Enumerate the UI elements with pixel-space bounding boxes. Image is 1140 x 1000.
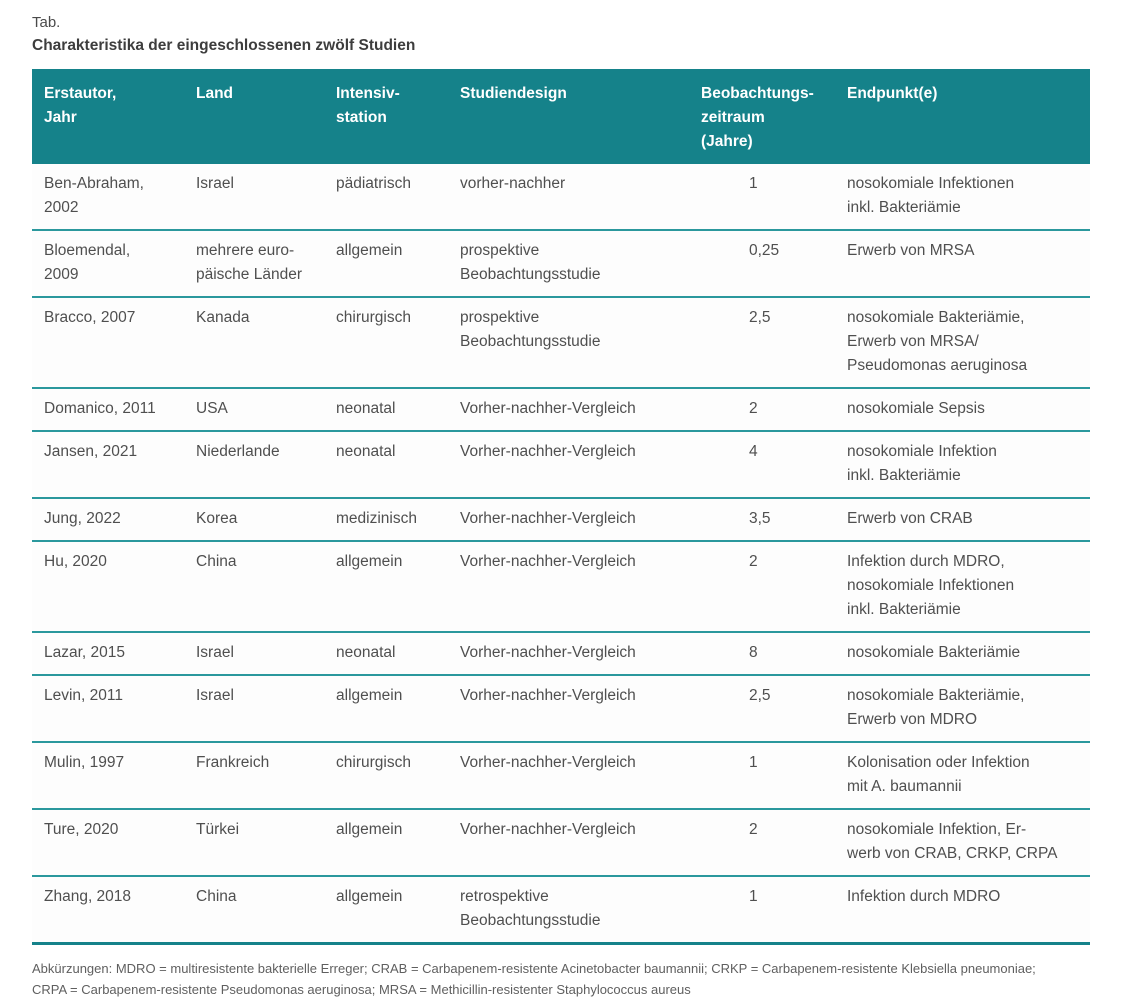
cell-studiendesign: prospektive Beobachtungsstudie: [460, 309, 601, 350]
cell-intensivstation: allgemein: [336, 821, 403, 838]
cell-endpunkte: nosokomiale Infektion inkl. Bakteriämie: [847, 443, 997, 484]
cell-beobachtungszeitraum: 2: [749, 400, 758, 417]
cell-intensivstation: allgemein: [336, 687, 403, 704]
cell-land: Kanada: [196, 309, 250, 326]
table-row: Domanico, 2011 USA neonatal Vorher-nachh…: [32, 389, 1090, 432]
table-row: Bracco, 2007 Kanada chirurgisch prospekt…: [32, 298, 1090, 389]
cell-intensivstation: medizinisch: [336, 510, 417, 527]
cell-land: China: [196, 553, 237, 570]
table-header-row: Erstautor, Jahr Land Intensiv- station S…: [32, 69, 1090, 164]
column-header-endpunkte: Endpunkt(e): [847, 85, 938, 102]
column-header-land: Land: [196, 85, 234, 102]
cell-intensivstation: neonatal: [336, 443, 396, 460]
cell-erstautor-jahr: Lazar, 2015: [44, 644, 126, 661]
cell-beobachtungszeitraum: 4: [749, 443, 758, 460]
cell-intensivstation: pädiatrisch: [336, 175, 411, 192]
cell-beobachtungszeitraum: 8: [749, 644, 758, 661]
table-row: Ben-Abraham, 2002 Israel pädiatrisch vor…: [32, 164, 1090, 231]
cell-endpunkte: Erwerb von MRSA: [847, 242, 975, 259]
cell-land: Frankreich: [196, 754, 270, 771]
cell-beobachtungszeitraum: 1: [749, 175, 758, 192]
cell-erstautor-jahr: Jansen, 2021: [44, 443, 138, 460]
studies-table: Erstautor, Jahr Land Intensiv- station S…: [32, 69, 1090, 945]
table-body: Ben-Abraham, 2002 Israel pädiatrisch vor…: [32, 164, 1090, 945]
cell-endpunkte: nosokomiale Infektionen inkl. Bakteriämi…: [847, 175, 1015, 216]
column-header-beobachtungszeitraum: Beobachtungs- zeitraum (Jahre): [701, 85, 814, 150]
cell-land: Israel: [196, 644, 234, 661]
cell-studiendesign: retrospektive Beobachtungsstudie: [460, 888, 601, 929]
cell-studiendesign: prospektive Beobachtungsstudie: [460, 242, 601, 283]
cell-endpunkte: Infektion durch MDRO: [847, 888, 1001, 905]
cell-intensivstation: chirurgisch: [336, 754, 411, 771]
cell-intensivstation: allgemein: [336, 888, 403, 905]
cell-erstautor-jahr: Bloemendal, 2009: [44, 242, 131, 283]
cell-erstautor-jahr: Domanico, 2011: [44, 400, 156, 417]
cell-endpunkte: Infektion durch MDRO, nosokomiale Infekt…: [847, 553, 1015, 618]
abbreviations-footnote: Abkürzungen: MDRO = multiresistente bakt…: [32, 961, 1036, 997]
cell-beobachtungszeitraum: 2,5: [749, 309, 771, 326]
cell-studiendesign: Vorher-nachher-Vergleich: [460, 443, 636, 460]
table-number-label: Tab.: [32, 14, 61, 31]
document-page: Tab. Charakteristika der eingeschlossene…: [32, 14, 1090, 997]
cell-erstautor-jahr: Levin, 2011: [44, 687, 123, 704]
table-figure: Tab. Charakteristika der eingeschlossene…: [32, 12, 1090, 1000]
cell-erstautor-jahr: Ben-Abraham, 2002: [44, 175, 144, 216]
cell-intensivstation: allgemein: [336, 553, 403, 570]
cell-beobachtungszeitraum: 0,25: [749, 242, 780, 259]
cell-land: Israel: [196, 687, 234, 704]
table-row: Lazar, 2015 Israel neonatal Vorher-nachh…: [32, 633, 1090, 676]
cell-intensivstation: allgemein: [336, 242, 403, 259]
cell-beobachtungszeitraum: 2: [749, 821, 758, 838]
table-row: Zhang, 2018 China allgemein retrospektiv…: [32, 877, 1090, 945]
table-row: Hu, 2020 China allgemein Vorher-nachher-…: [32, 542, 1090, 633]
cell-intensivstation: neonatal: [336, 400, 396, 417]
cell-erstautor-jahr: Ture, 2020: [44, 821, 119, 838]
column-header-studiendesign: Studiendesign: [460, 85, 567, 102]
cell-beobachtungszeitraum: 2: [749, 553, 758, 570]
table-row: Mulin, 1997 Frankreich chirurgisch Vorhe…: [32, 743, 1090, 810]
cell-land: Korea: [196, 510, 238, 527]
cell-erstautor-jahr: Zhang, 2018: [44, 888, 132, 905]
cell-intensivstation: neonatal: [336, 644, 396, 661]
cell-studiendesign: Vorher-nachher-Vergleich: [460, 510, 636, 527]
cell-land: mehrere euro- päische Länder: [196, 242, 302, 283]
table-row: Bloemendal, 2009 mehrere euro- päische L…: [32, 231, 1090, 298]
cell-endpunkte: nosokomiale Bakteriämie, Erwerb von MRSA…: [847, 309, 1028, 374]
cell-studiendesign: Vorher-nachher-Vergleich: [460, 754, 636, 771]
cell-erstautor-jahr: Mulin, 1997: [44, 754, 125, 771]
cell-studiendesign: Vorher-nachher-Vergleich: [460, 553, 636, 570]
cell-land: Türkei: [196, 821, 240, 838]
cell-studiendesign: Vorher-nachher-Vergleich: [460, 687, 636, 704]
cell-studiendesign: vorher-nachher: [460, 175, 566, 192]
cell-land: Israel: [196, 175, 234, 192]
cell-intensivstation: chirurgisch: [336, 309, 411, 326]
table-row: Jung, 2022 Korea medizinisch Vorher-nach…: [32, 499, 1090, 542]
cell-studiendesign: Vorher-nachher-Vergleich: [460, 821, 636, 838]
cell-endpunkte: Erwerb von CRAB: [847, 510, 973, 527]
cell-land: China: [196, 888, 237, 905]
cell-land: Niederlande: [196, 443, 280, 460]
table-row: Jansen, 2021 Niederlande neonatal Vorher…: [32, 432, 1090, 499]
cell-erstautor-jahr: Hu, 2020: [44, 553, 107, 570]
cell-erstautor-jahr: Bracco, 2007: [44, 309, 136, 326]
cell-beobachtungszeitraum: 1: [749, 888, 758, 905]
cell-endpunkte: nosokomiale Sepsis: [847, 400, 985, 417]
cell-endpunkte: Kolonisation oder Infektion mit A. bauma…: [847, 754, 1030, 795]
cell-studiendesign: Vorher-nachher-Vergleich: [460, 644, 636, 661]
cell-beobachtungszeitraum: 3,5: [749, 510, 771, 527]
cell-endpunkte: nosokomiale Bakteriämie, Erwerb von MDRO: [847, 687, 1025, 728]
table-title: Charakteristika der eingeschlossenen zwö…: [32, 37, 416, 54]
cell-endpunkte: nosokomiale Bakteriämie: [847, 644, 1021, 661]
column-header-intensivstation: Intensiv- station: [336, 85, 400, 126]
cell-endpunkte: nosokomiale Infektion, Er- werb von CRAB…: [847, 821, 1058, 862]
cell-studiendesign: Vorher-nachher-Vergleich: [460, 400, 636, 417]
cell-land: USA: [196, 400, 228, 417]
table-row: Ture, 2020 Türkei allgemein Vorher-nachh…: [32, 810, 1090, 877]
cell-beobachtungszeitraum: 2,5: [749, 687, 771, 704]
cell-erstautor-jahr: Jung, 2022: [44, 510, 121, 527]
column-header-erstautor-jahr: Erstautor, Jahr: [44, 85, 117, 126]
table-row: Levin, 2011 Israel allgemein Vorher-nach…: [32, 676, 1090, 743]
cell-beobachtungszeitraum: 1: [749, 754, 758, 771]
